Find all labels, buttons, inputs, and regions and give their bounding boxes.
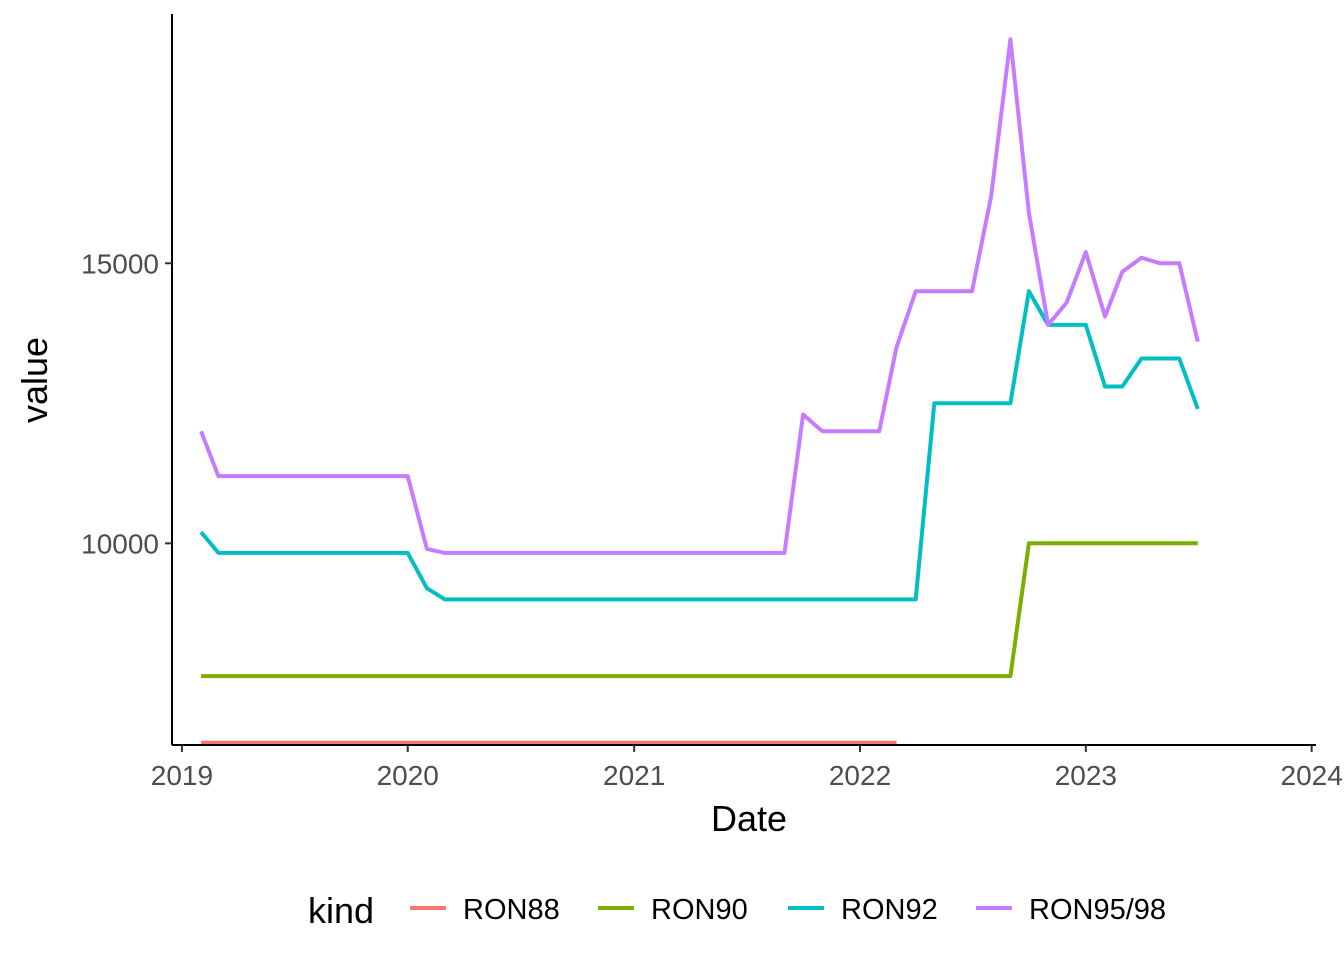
y-axis-ticks: 10000 15000: [81, 248, 172, 559]
x-tick-label: 2022: [829, 760, 891, 791]
y-tick-label: 15000: [81, 248, 159, 279]
x-tick-label: 2024: [1281, 760, 1343, 791]
legend-label: RON88: [463, 894, 560, 926]
series-line-ron92: [199, 289, 1200, 602]
legend-label: RON92: [841, 894, 938, 926]
legend: kind RON88 RON90 RON92 RON95/98: [308, 890, 1166, 931]
x-tick-label: 2020: [377, 760, 439, 791]
series-line-ron90: [201, 541, 1198, 679]
x-tick-label: 2021: [603, 760, 665, 791]
legend-label: RON95/98: [1029, 894, 1166, 926]
x-axis-ticks: 2019 2020 2021 2022 2023 2024: [151, 745, 1343, 791]
plot-area: [199, 37, 1200, 745]
x-axis-title: Date: [711, 798, 787, 839]
y-tick-label: 10000: [81, 528, 159, 559]
x-tick-label: 2023: [1055, 760, 1117, 791]
legend-label: RON90: [651, 894, 748, 926]
y-axis-title: value: [14, 337, 55, 423]
series-line-ron95-98: [199, 37, 1200, 555]
x-tick-label: 2019: [151, 760, 213, 791]
legend-title: kind: [308, 890, 374, 931]
